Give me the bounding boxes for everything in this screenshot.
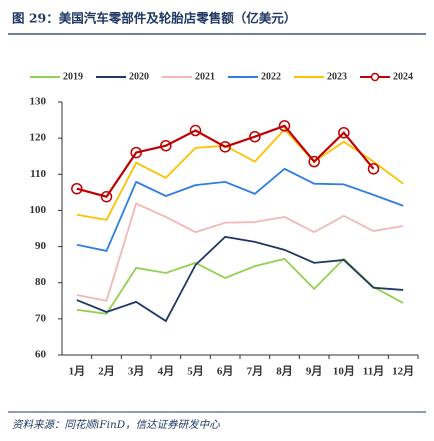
series-marker <box>338 126 350 139</box>
y-tick-label: 130 <box>30 96 47 108</box>
legend-label: 2019 <box>63 71 83 82</box>
series-marker <box>71 182 83 195</box>
x-tick-label: 7月 <box>247 365 264 378</box>
legend-marker <box>370 72 380 82</box>
series-marker <box>100 190 113 203</box>
y-tick-label: 110 <box>30 168 46 180</box>
y-tick-label: 120 <box>30 132 47 144</box>
series-marker <box>308 155 320 168</box>
series-line <box>76 128 404 221</box>
x-tick-label: 10月 <box>333 365 355 378</box>
series-marker <box>278 120 291 132</box>
x-tick-label: 12月 <box>392 365 414 378</box>
legend-label: 2024 <box>393 71 413 82</box>
series-line <box>76 167 404 252</box>
legend-label: 2022 <box>261 71 281 82</box>
y-tick-label: 80 <box>35 276 47 288</box>
x-tick-label: 3月 <box>128 365 145 378</box>
series-marker <box>367 163 380 175</box>
series-marker <box>130 146 142 159</box>
x-tick-label: 11月 <box>363 365 384 378</box>
y-tick-label: 90 <box>35 240 47 252</box>
series-marker <box>249 130 261 143</box>
series-marker <box>160 139 172 152</box>
x-tick-label: 8月 <box>276 365 293 378</box>
legend-label: 2020 <box>129 71 149 82</box>
y-tick-label: 60 <box>35 349 47 361</box>
legend-label: 2021 <box>195 71 215 82</box>
y-tick-label: 70 <box>35 312 47 324</box>
series-marker <box>189 124 202 137</box>
legend-label: 2023 <box>327 71 347 82</box>
series-line <box>76 202 404 302</box>
chart-title: 图 29：美国汽车零部件及轮胎店零售额（亿美元） <box>12 11 296 26</box>
x-tick-label: 2月 <box>98 365 115 378</box>
x-tick-label: 4月 <box>158 365 175 378</box>
series-line <box>76 124 375 198</box>
x-tick-label: 1月 <box>69 365 86 378</box>
x-tick-label: 5月 <box>187 365 204 378</box>
series-line <box>76 235 404 323</box>
x-tick-label: 9月 <box>306 365 323 378</box>
x-tick-label: 6月 <box>217 365 234 378</box>
source-note: 资料来源：同花顺iFinD，信达证券研发中心 <box>12 419 220 431</box>
y-tick-label: 100 <box>30 204 47 216</box>
series-marker <box>219 141 231 153</box>
